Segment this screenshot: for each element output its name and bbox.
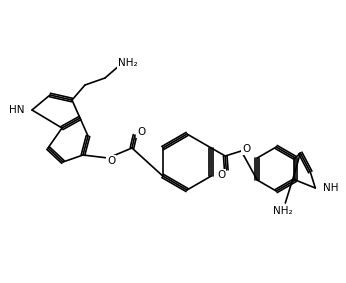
Text: O: O <box>107 156 115 166</box>
Text: HN: HN <box>9 105 25 115</box>
Text: O: O <box>137 127 145 137</box>
Text: NH₂: NH₂ <box>118 58 138 68</box>
Text: O: O <box>242 144 251 154</box>
Text: NH₂: NH₂ <box>273 206 293 216</box>
Text: O: O <box>217 170 225 180</box>
Text: NH: NH <box>323 183 339 193</box>
